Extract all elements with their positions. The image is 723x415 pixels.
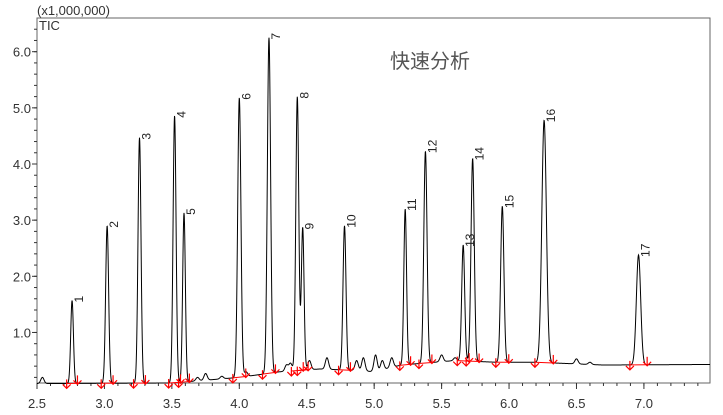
- y-multiplier-label: (x1,000,000): [37, 3, 110, 18]
- peak-label: 15: [502, 194, 516, 208]
- integration-baseline: [232, 375, 246, 379]
- integration-marker: [62, 379, 72, 390]
- integration-baseline: [534, 361, 554, 364]
- peak-label: 16: [544, 109, 558, 123]
- integration-marker: [406, 356, 416, 367]
- integration-marker: [414, 359, 424, 370]
- x-tick-label: 5.0: [365, 396, 383, 411]
- y-tick-label: 4.0: [13, 157, 31, 172]
- x-tick-label: 4.0: [230, 396, 248, 411]
- integration-marker: [73, 375, 82, 386]
- peak-label: 2: [107, 221, 121, 228]
- integration-marker: [303, 361, 313, 372]
- peak-label: 12: [425, 139, 439, 153]
- peak-label: 10: [345, 214, 359, 228]
- integration-marker: [174, 378, 184, 389]
- peak-label: 6: [239, 93, 253, 100]
- integration-marker: [164, 379, 174, 389]
- integration-baseline: [262, 371, 276, 375]
- peak-label: 1: [72, 295, 86, 302]
- integration-marker: [184, 373, 194, 384]
- integration-marker: [286, 366, 296, 377]
- integration-baseline: [178, 381, 190, 383]
- integration-marker: [292, 366, 302, 377]
- peak-label: 17: [639, 243, 653, 257]
- x-tick-label: 5.5: [433, 396, 451, 411]
- integration-marker: [241, 368, 251, 379]
- integration-marker: [427, 354, 437, 365]
- integration-marker: [625, 360, 635, 371]
- y-tick-label: 1.0: [13, 325, 31, 340]
- integration-marker: [642, 356, 652, 367]
- integration-marker: [141, 375, 150, 385]
- peak-label: 13: [463, 233, 477, 247]
- x-tick-label: 6.5: [567, 396, 585, 411]
- peak-label: 8: [297, 92, 311, 99]
- x-tick-label: 3.5: [163, 396, 181, 411]
- integration-baseline: [418, 361, 432, 365]
- peak-label: 5: [184, 208, 198, 215]
- x-tick-label: 2.5: [28, 396, 46, 411]
- tic-trace: [36, 37, 710, 385]
- integration-marker: [108, 375, 118, 386]
- peak-label: 14: [473, 147, 487, 161]
- integration-marker: [228, 373, 238, 384]
- peak-label: 4: [175, 111, 189, 118]
- x-tick-label: 6.0: [500, 396, 518, 411]
- integration-marker: [96, 379, 106, 390]
- integration-marker: [395, 361, 405, 372]
- integration-marker: [129, 379, 138, 390]
- y-tick-label: 6.0: [13, 45, 31, 60]
- x-tick-label: 7.0: [635, 396, 653, 411]
- integration-baseline: [297, 369, 309, 372]
- chart-title: 快速分析: [390, 49, 470, 73]
- plot-frame: [36, 17, 711, 384]
- peak-label: 11: [405, 198, 419, 211]
- x-tick-label: 4.5: [298, 396, 316, 411]
- integration-marker: [271, 364, 280, 375]
- peak-label: 7: [269, 33, 283, 40]
- x-tick-label: 3.0: [95, 396, 113, 411]
- integration-baseline: [399, 363, 411, 366]
- integration-marker: [258, 370, 267, 381]
- trace-label: TIC: [39, 18, 60, 33]
- integration-baseline: [466, 360, 480, 363]
- y-tick-label: 2.0: [13, 269, 31, 284]
- peak-label: 9: [303, 222, 317, 229]
- y-tick-label: 3.0: [13, 213, 31, 228]
- y-tick-label: 5.0: [13, 101, 31, 116]
- peak-label: 3: [140, 133, 154, 140]
